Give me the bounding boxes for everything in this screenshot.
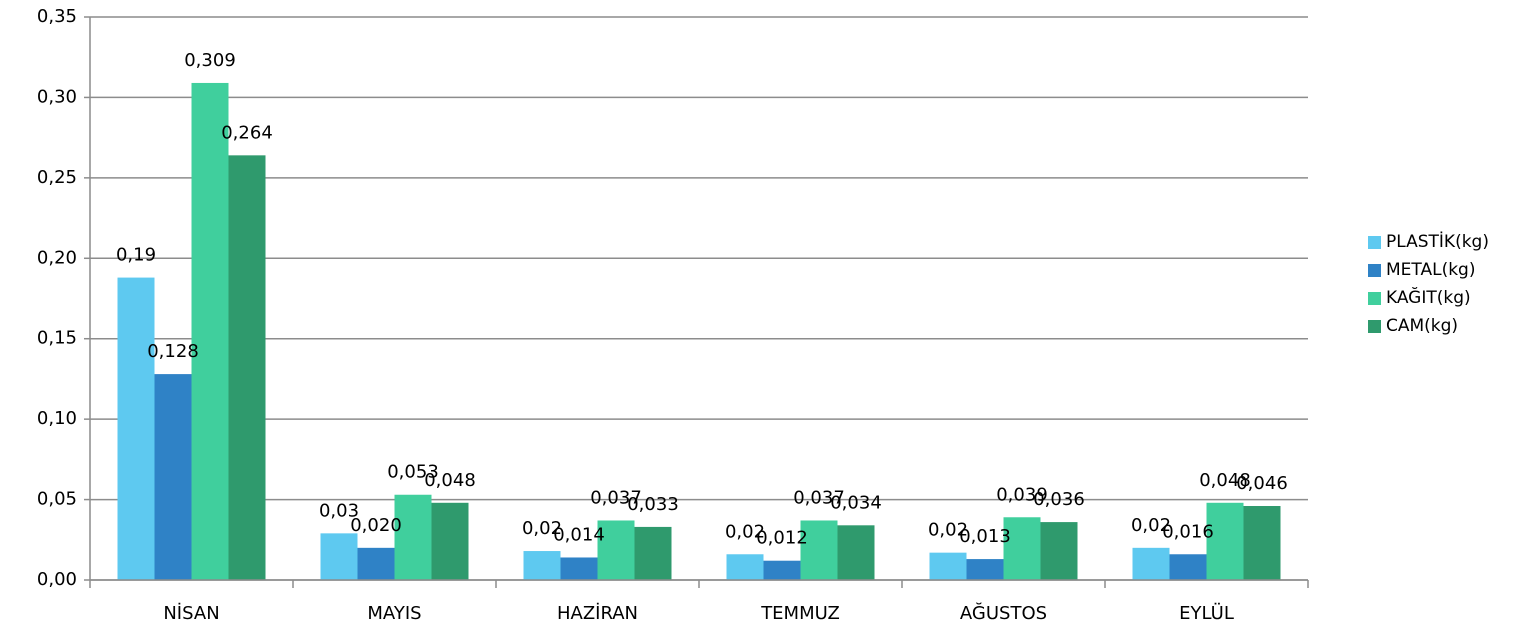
- data-label: 0,053: [387, 462, 439, 483]
- legend-label: PLASTİK(kg): [1386, 231, 1489, 252]
- bar: [1132, 547, 1170, 580]
- bar: [763, 560, 801, 580]
- data-label: 0,03: [319, 500, 359, 521]
- bar: [800, 520, 838, 580]
- bar: [1169, 554, 1207, 580]
- bar: [357, 547, 395, 580]
- y-tick-label: 0,35: [37, 6, 77, 27]
- bar: [1206, 502, 1244, 580]
- bar: [117, 277, 155, 580]
- bar: [320, 533, 358, 580]
- data-label: 0,02: [725, 521, 765, 542]
- data-label: 0,037: [590, 487, 642, 508]
- y-tick-label: 0,20: [37, 247, 77, 268]
- x-tick-label: TEMMUZ: [760, 603, 840, 624]
- y-tick-label: 0,00: [37, 569, 77, 590]
- data-label: 0,013: [959, 526, 1011, 547]
- data-label: 0,02: [522, 518, 562, 539]
- bar: [837, 525, 875, 580]
- bar: [431, 502, 469, 580]
- data-label: 0,036: [1033, 489, 1085, 510]
- y-tick-label: 0,30: [37, 86, 77, 107]
- data-label: 0,309: [184, 50, 236, 71]
- data-label: 0,014: [553, 524, 605, 545]
- bar: [1040, 522, 1078, 580]
- legend-label: METAL(kg): [1386, 260, 1475, 280]
- x-tick-label: MAYIS: [367, 603, 421, 624]
- legend-label: CAM(kg): [1386, 316, 1458, 336]
- legend-swatch: [1368, 236, 1381, 249]
- bar: [154, 374, 192, 580]
- x-tick-label: NİSAN: [163, 603, 219, 624]
- bar: [929, 552, 967, 580]
- bar: [394, 494, 432, 580]
- bar: [228, 155, 266, 580]
- legend-label: KAĞIT(kg): [1386, 286, 1471, 308]
- y-tick-label: 0,15: [37, 328, 77, 349]
- bar: [726, 554, 764, 580]
- legend-swatch: [1368, 264, 1381, 277]
- x-tick-label: EYLÜL: [1179, 602, 1234, 624]
- x-tick-label: HAZİRAN: [557, 603, 638, 624]
- data-label: 0,264: [221, 122, 273, 143]
- legend-swatch: [1368, 292, 1381, 305]
- data-label: 0,02: [928, 520, 968, 541]
- bar: [966, 559, 1004, 580]
- bar: [1003, 517, 1041, 580]
- x-tick-label: AĞUSTOS: [960, 602, 1047, 624]
- data-label: 0,02: [1131, 515, 1171, 536]
- bar: [191, 82, 229, 581]
- bar: [634, 526, 672, 580]
- y-tick-label: 0,25: [37, 167, 77, 188]
- data-label: 0,048: [424, 470, 476, 491]
- data-label: 0,037: [793, 487, 845, 508]
- data-label: 0,128: [147, 341, 199, 362]
- data-label: 0,19: [116, 245, 156, 266]
- data-label: 0,016: [1162, 521, 1214, 542]
- bar: [560, 557, 598, 580]
- data-label: 0,046: [1236, 473, 1288, 494]
- bar: [597, 520, 635, 580]
- data-label: 0,020: [350, 515, 402, 536]
- data-label: 0,048: [1199, 470, 1251, 491]
- y-tick-label: 0,10: [37, 408, 77, 429]
- data-label: 0,033: [627, 494, 679, 515]
- data-label: 0,034: [830, 492, 882, 513]
- data-label: 0,012: [756, 528, 808, 549]
- legend-swatch: [1368, 320, 1381, 333]
- y-tick-label: 0,05: [37, 489, 77, 510]
- bar: [523, 551, 561, 580]
- bar: [1243, 506, 1281, 580]
- data-label: 0,039: [996, 484, 1048, 505]
